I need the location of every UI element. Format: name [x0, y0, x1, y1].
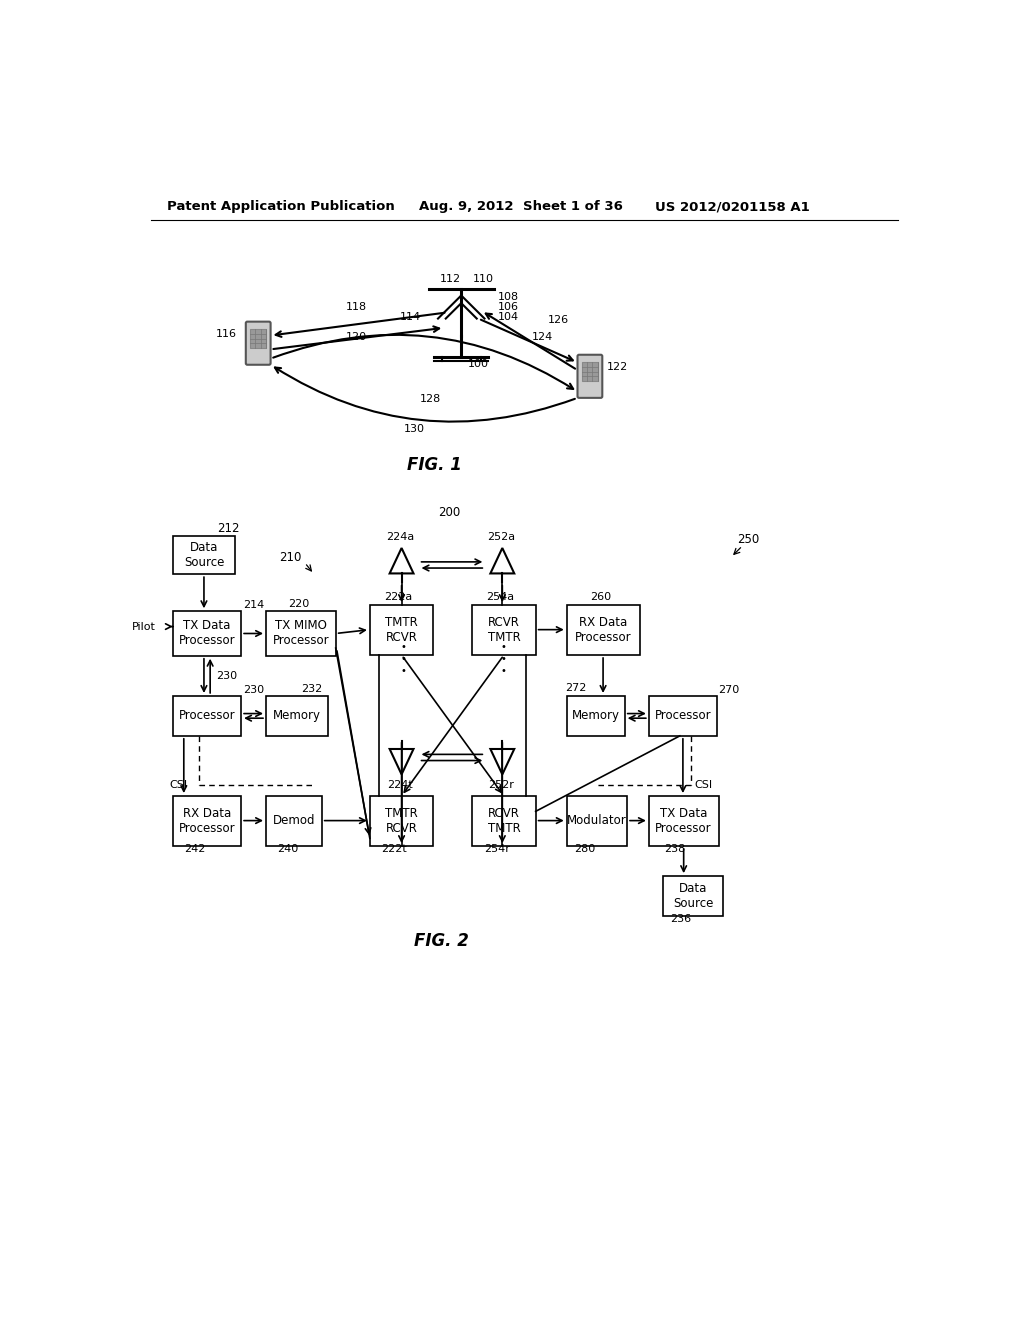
- Text: Sheet 1 of 36: Sheet 1 of 36: [523, 201, 624, 214]
- FancyBboxPatch shape: [566, 605, 640, 655]
- FancyBboxPatch shape: [370, 796, 433, 846]
- Text: FIG. 2: FIG. 2: [415, 932, 469, 949]
- Text: 114: 114: [399, 312, 421, 322]
- Text: 240: 240: [278, 843, 299, 854]
- Text: 230: 230: [216, 671, 238, 681]
- FancyBboxPatch shape: [173, 611, 241, 656]
- FancyBboxPatch shape: [649, 796, 719, 846]
- Text: CSI: CSI: [169, 780, 187, 791]
- FancyBboxPatch shape: [583, 363, 598, 381]
- Text: 222a: 222a: [384, 593, 412, 602]
- Text: RX Data
Processor: RX Data Processor: [575, 616, 632, 644]
- Text: 254r: 254r: [483, 843, 510, 854]
- Text: US 2012/0201158 A1: US 2012/0201158 A1: [655, 201, 810, 214]
- FancyBboxPatch shape: [663, 876, 723, 916]
- FancyBboxPatch shape: [173, 536, 234, 574]
- Text: Pilot: Pilot: [132, 622, 156, 631]
- Text: 210: 210: [280, 550, 302, 564]
- FancyBboxPatch shape: [173, 796, 241, 846]
- Text: 118: 118: [346, 302, 368, 312]
- Text: 212: 212: [217, 521, 240, 535]
- Text: 120: 120: [346, 333, 368, 342]
- FancyBboxPatch shape: [370, 605, 433, 655]
- Text: 224a: 224a: [386, 532, 414, 543]
- Text: 232: 232: [301, 684, 323, 694]
- Text: 272: 272: [565, 684, 587, 693]
- Text: Memory: Memory: [571, 709, 620, 722]
- Text: 104: 104: [498, 312, 519, 322]
- Text: TMTR
RCVR: TMTR RCVR: [385, 807, 418, 836]
- Text: 130: 130: [404, 425, 425, 434]
- Text: Aug. 9, 2012: Aug. 9, 2012: [419, 201, 513, 214]
- Text: •
•
•: • • •: [501, 643, 507, 676]
- Text: Data
Source: Data Source: [183, 541, 224, 569]
- Text: 252a: 252a: [486, 532, 515, 543]
- FancyBboxPatch shape: [578, 355, 602, 397]
- Text: •
•
•: • • •: [400, 643, 407, 676]
- Text: 108: 108: [498, 292, 519, 302]
- Text: 250: 250: [737, 533, 759, 546]
- Text: FIG. 1: FIG. 1: [407, 455, 462, 474]
- FancyBboxPatch shape: [266, 796, 322, 846]
- Text: Patent Application Publication: Patent Application Publication: [167, 201, 394, 214]
- FancyBboxPatch shape: [472, 605, 536, 655]
- Text: RCVR
TMTR: RCVR TMTR: [487, 807, 520, 836]
- Text: Demod: Demod: [272, 814, 315, 828]
- FancyBboxPatch shape: [266, 696, 328, 737]
- Text: 236: 236: [671, 915, 691, 924]
- Text: 224t: 224t: [387, 780, 413, 791]
- Text: Processor: Processor: [179, 709, 236, 722]
- Text: 214: 214: [243, 601, 264, 610]
- FancyBboxPatch shape: [251, 330, 266, 348]
- Text: 270: 270: [719, 685, 739, 694]
- Text: 242: 242: [184, 843, 206, 854]
- Text: Processor: Processor: [654, 709, 712, 722]
- Text: 116: 116: [215, 329, 237, 339]
- Text: 124: 124: [532, 333, 553, 342]
- Text: TX Data
Processor: TX Data Processor: [655, 807, 712, 836]
- Text: Memory: Memory: [273, 709, 321, 722]
- Text: Modulator: Modulator: [567, 814, 627, 828]
- Text: 100: 100: [467, 359, 488, 370]
- Text: Data
Source: Data Source: [673, 882, 713, 909]
- Text: 230: 230: [243, 685, 264, 694]
- FancyBboxPatch shape: [266, 611, 336, 656]
- Text: 110: 110: [473, 273, 494, 284]
- Text: 280: 280: [574, 843, 596, 854]
- Text: 254a: 254a: [486, 593, 514, 602]
- Text: 106: 106: [498, 302, 519, 312]
- Text: RCVR
TMTR: RCVR TMTR: [487, 616, 520, 644]
- FancyBboxPatch shape: [472, 796, 536, 846]
- Text: 126: 126: [548, 315, 568, 325]
- Text: CSI: CSI: [694, 780, 713, 791]
- FancyBboxPatch shape: [566, 696, 625, 737]
- Text: TMTR
RCVR: TMTR RCVR: [385, 616, 418, 644]
- Text: 238: 238: [665, 843, 685, 854]
- Text: TX Data
Processor: TX Data Processor: [179, 619, 236, 648]
- Text: RX Data
Processor: RX Data Processor: [179, 807, 236, 836]
- Text: 260: 260: [590, 593, 611, 602]
- Text: 112: 112: [439, 273, 461, 284]
- FancyBboxPatch shape: [649, 696, 717, 737]
- Text: 252r: 252r: [487, 780, 514, 791]
- Text: 128: 128: [420, 393, 441, 404]
- Text: 220: 220: [288, 599, 309, 610]
- FancyBboxPatch shape: [246, 322, 270, 364]
- Text: 222t: 222t: [381, 843, 408, 854]
- Text: 200: 200: [438, 506, 461, 519]
- Text: TX MIMO
Processor: TX MIMO Processor: [272, 619, 329, 648]
- FancyBboxPatch shape: [566, 796, 627, 846]
- Text: 122: 122: [607, 362, 628, 372]
- FancyBboxPatch shape: [173, 696, 241, 737]
